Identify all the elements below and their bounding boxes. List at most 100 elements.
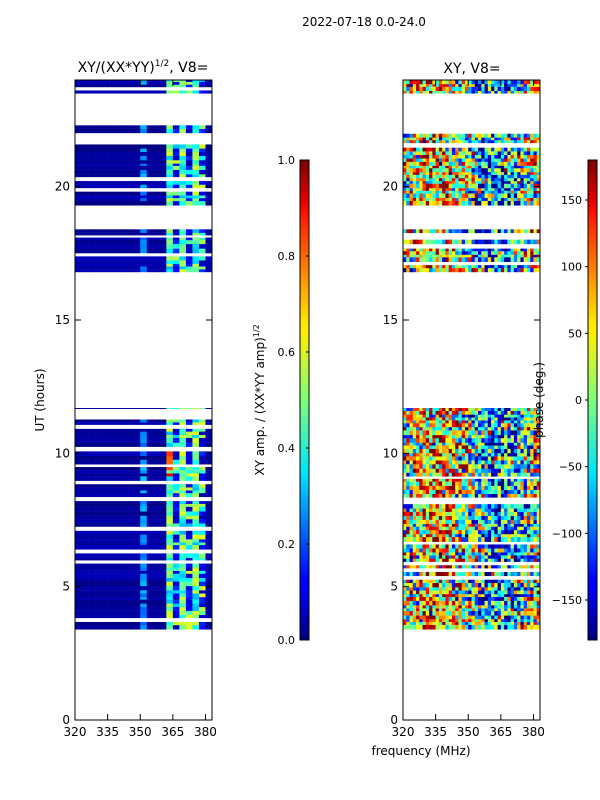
phase-heatmap-cell: [451, 558, 456, 562]
amplitude-heatmap-cell: [133, 606, 141, 611]
phase-heatmap-cell: [448, 181, 453, 184]
phase-heatmap-cell: [484, 608, 489, 612]
amplitude-heatmap-cell: [185, 490, 193, 494]
amplitude-heatmap-cell: [81, 473, 89, 477]
amplitude-heatmap-cell: [198, 248, 206, 254]
phase-heatmap-cell: [510, 619, 515, 622]
amplitude-heatmap-cell: [166, 151, 174, 156]
phase-heatmap-cell: [520, 161, 524, 166]
phase-heatmap-cell: [533, 448, 538, 454]
phase-heatmap-cell: [520, 533, 524, 538]
phase-heatmap-cell: [510, 445, 515, 449]
phase-heatmap-cell: [497, 417, 502, 421]
phase-heatmap-cell: [445, 190, 449, 194]
phase-heatmap-cell: [510, 420, 515, 424]
phase-heatmap-cell: [517, 596, 521, 601]
amplitude-heatmap-cell: [120, 160, 128, 164]
amplitude-heatmap-cell: [185, 169, 193, 175]
phase-heatmap-cell: [536, 181, 540, 184]
phase-heatmap-cell: [484, 165, 489, 169]
phase-heatmap-cell: [523, 257, 528, 262]
phase-heatmap-cell: [412, 481, 417, 486]
phase-heatmap-cell: [458, 190, 463, 194]
amplitude-heatmap-cell: [107, 195, 115, 199]
phase-heatmap-cell: [497, 251, 502, 255]
amplitude-colorbar-tick-label: 0.4: [278, 442, 296, 455]
phase-heatmap-cell: [507, 426, 511, 431]
phase-heatmap-cell: [445, 481, 449, 486]
phase-heatmap-cell: [406, 420, 410, 424]
amplitude-heatmap-cell: [179, 232, 187, 236]
amplitude-heatmap-cell: [146, 197, 154, 202]
amplitude-heatmap-cell: [146, 567, 154, 571]
amplitude-heatmap-cell: [133, 553, 141, 558]
phase-heatmap-cell: [526, 174, 531, 179]
phase-heatmap-cell: [455, 410, 459, 415]
phase-heatmap-cell: [487, 200, 492, 206]
amplitude-heatmap-cell: [94, 174, 102, 178]
amplitude-heatmap-cell: [140, 195, 148, 199]
phase-heatmap-cell: [484, 511, 489, 516]
phase-heatmap-cell: [517, 468, 521, 473]
phase-heatmap-cell: [442, 472, 446, 477]
phase-heatmap-cell: [464, 533, 469, 538]
amplitude-heatmap-cell: [114, 581, 121, 587]
phase-heatmap-cell: [520, 590, 524, 595]
phase-heatmap-cell: [458, 200, 463, 206]
amplitude-heatmap-cell: [192, 165, 200, 170]
phase-heatmap-cell: [432, 445, 436, 449]
phase-heatmap-cell: [419, 420, 423, 424]
phase-heatmap-cell: [419, 493, 423, 498]
amplitude-heatmap-cell: [75, 229, 82, 233]
amplitude-heatmap-cell: [166, 408, 174, 409]
amplitude-heatmap-cell: [146, 81, 154, 85]
amplitude-heatmap-cell: [127, 501, 135, 504]
phase-heatmap-cell: [416, 610, 420, 616]
amplitude-heatmap-cell: [81, 181, 89, 185]
phase-heatmap-cell: [406, 229, 410, 234]
phase-heatmap-cell: [517, 251, 521, 255]
phase-heatmap-cell: [438, 565, 443, 569]
amplitude-heatmap-cell: [146, 229, 154, 233]
amplitude-heatmap-cell: [88, 487, 95, 491]
phase-heatmap-cell: [406, 168, 410, 173]
phase-heatmap-cell: [438, 533, 443, 538]
phase-heatmap-cell: [461, 533, 466, 538]
phase-heatmap-cell: [468, 571, 472, 577]
phase-heatmap-cell: [422, 200, 427, 206]
phase-heatmap-cell: [419, 508, 423, 512]
phase-heatmap-cell: [526, 200, 531, 206]
amplitude-heatmap-cell: [140, 603, 148, 608]
phase-heatmap-cell: [403, 161, 407, 166]
phase-heatmap-cell: [455, 619, 459, 622]
amplitude-colorbar-tick-label: 0.0: [278, 634, 296, 647]
phase-heatmap-cell: [409, 571, 414, 577]
phase-heatmap-cell: [438, 265, 443, 269]
amplitude-heatmap-cell: [88, 467, 95, 471]
amplitude-heatmap-cell: [205, 155, 212, 161]
figure-header: 2022-07-18 0.0-24.0: [302, 15, 426, 29]
phase-heatmap-cell: [494, 489, 498, 495]
amplitude-heatmap-cell: [114, 128, 121, 134]
phase-heatmap-cell: [520, 472, 524, 477]
phase-heatmap-cell: [406, 267, 410, 273]
phase-heatmap-cell: [481, 555, 485, 559]
phase-heatmap-cell: [412, 267, 417, 273]
amplitude-heatmap-cell: [166, 585, 174, 591]
phase-heatmap-cell: [461, 508, 466, 512]
phase-heatmap-cell: [412, 448, 417, 454]
amplitude-heatmap-cell: [120, 232, 128, 236]
amplitude-heatmap-cell: [166, 148, 174, 153]
phase-heatmap-cell: [491, 489, 495, 495]
amplitude-heatmap-cell: [153, 163, 161, 166]
phase-heatmap-cell: [429, 472, 433, 477]
phase-heatmap-cell: [422, 437, 427, 443]
amplitude-heatmap-cell: [120, 534, 128, 540]
phase-heatmap-cell: [464, 257, 469, 262]
phase-heatmap-cell: [478, 596, 482, 601]
phase-heatmap-cell: [406, 171, 410, 175]
amplitude-heatmap-cell: [192, 590, 200, 594]
phase-heatmap-cell: [464, 565, 469, 569]
phase-heatmap-cell: [510, 610, 515, 616]
phase-heatmap-cell: [438, 161, 443, 166]
